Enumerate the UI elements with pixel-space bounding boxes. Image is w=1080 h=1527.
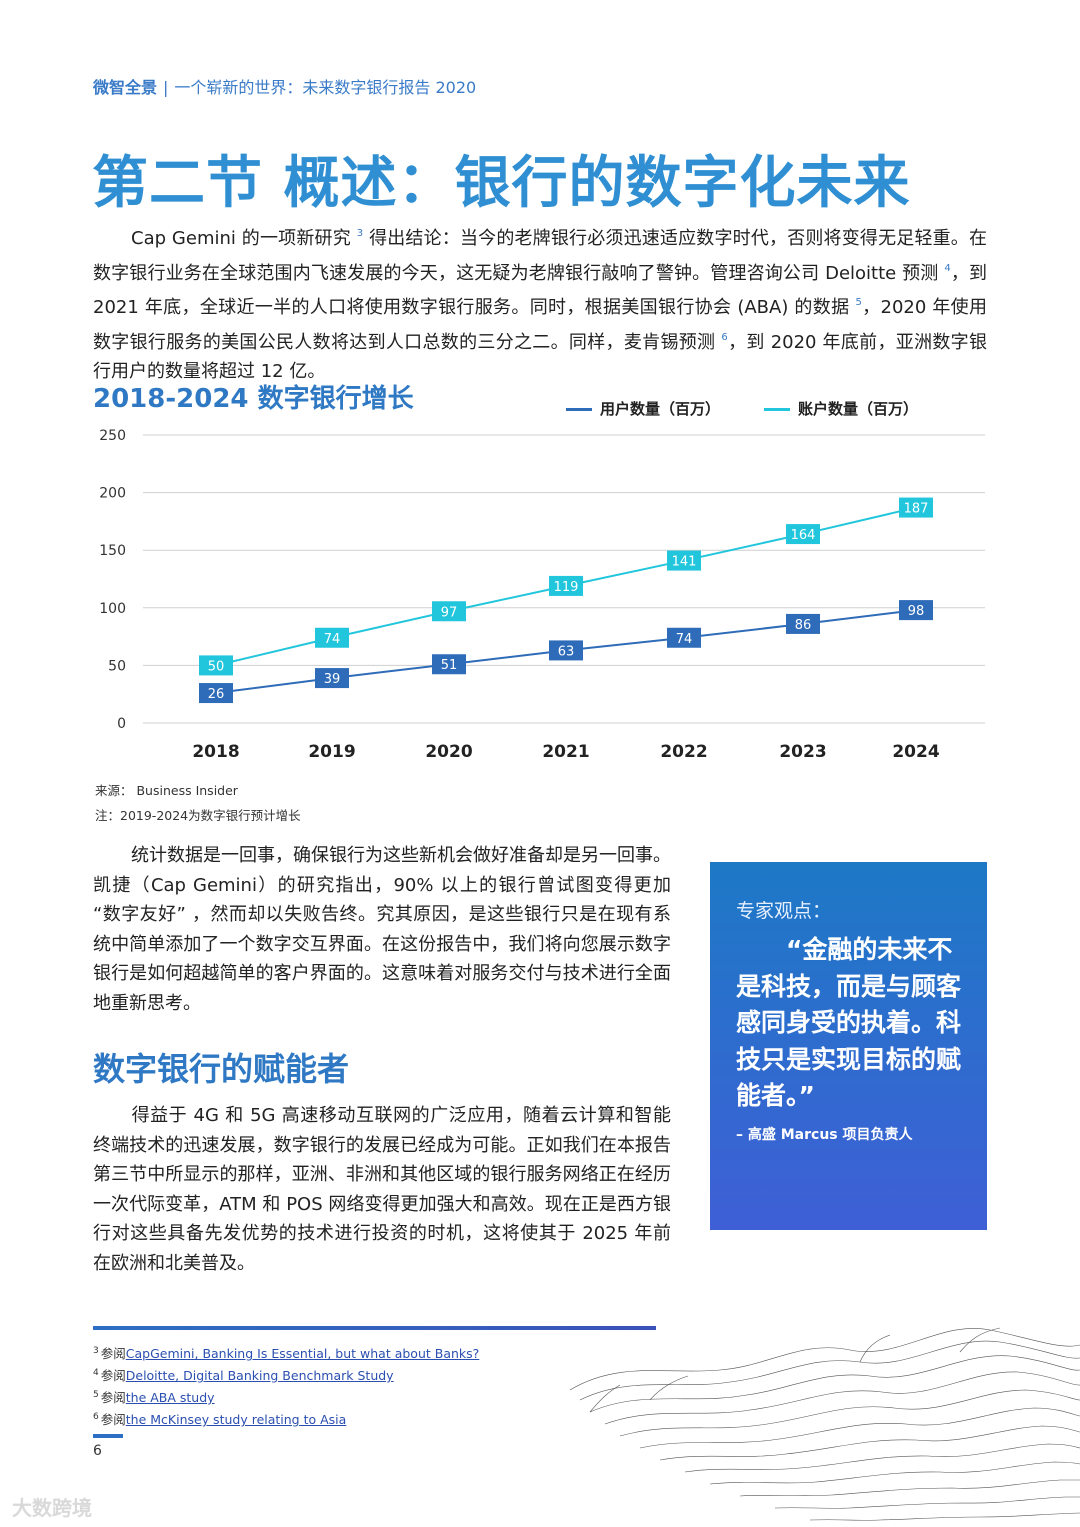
intro-text-5: ，到 2020 年底前，亚洲数字银行用户的数量将超过 12 亿。 [93, 331, 987, 383]
data-label-box [667, 627, 701, 648]
x-tick-label: 2018 [192, 742, 239, 762]
data-label: 187 [904, 502, 929, 517]
data-label: 119 [554, 580, 579, 595]
data-label-box [432, 601, 466, 622]
header-subtitle: 一个崭新的世界：未来数字银行报告 2020 [174, 78, 477, 97]
data-label: 74 [324, 632, 341, 647]
footnote-divider [93, 1326, 656, 1330]
data-label-box [432, 654, 466, 675]
data-label-box [667, 550, 701, 571]
header-brand: 微智全景 [93, 78, 158, 97]
data-label: 97 [441, 605, 458, 620]
quote-attribution: – 高盛 Marcus 项目负责人 [736, 1127, 913, 1143]
data-label: 26 [208, 687, 225, 702]
footnote-prefix: 参阅 [100, 1412, 126, 1427]
footnote-ref[interactable]: 6 [721, 331, 728, 343]
x-tick-label: 2022 [660, 742, 707, 762]
quote-text: “金融的未来不是科技，而是与顾客感同身受的执着。科技只是实现目标的赋能者。” [736, 932, 972, 1115]
footnote-number: 6 [93, 1412, 99, 1422]
data-label-box [899, 600, 933, 621]
terrain-illustration [569, 1327, 1080, 1521]
section-heading: 数字银行的赋能者 [93, 1050, 350, 1088]
y-tick-label: 150 [99, 543, 126, 559]
y-tick-label: 250 [99, 428, 126, 444]
data-label-box [199, 683, 233, 704]
footnote-item: 4 参阅Deloitte, Digital Banking Benchmark S… [93, 1365, 394, 1384]
data-label: 141 [672, 555, 697, 570]
legend-swatch [566, 408, 592, 411]
footnote-item: 3 参阅CapGemini, Banking Is Essential, but … [93, 1343, 479, 1362]
x-tick-label: 2024 [892, 742, 939, 762]
header-separator: | [163, 78, 169, 97]
y-tick-label: 200 [99, 486, 126, 502]
footnote-number: 3 [93, 1346, 99, 1356]
body-text-3: 得益于 4G 和 5G 高速移动互联网的广泛应用，随着云计算和智能终端技术的迅速… [93, 1105, 671, 1274]
footnote-ref[interactable]: 3 [356, 228, 364, 239]
data-label: 63 [558, 644, 575, 659]
running-header: 微智全景 | 一个崭新的世界：未来数字银行报告 2020 [93, 74, 476, 98]
footnote-number: 5 [93, 1390, 99, 1400]
x-tick-label: 2023 [779, 742, 826, 762]
data-label: 86 [795, 618, 812, 633]
page-number-bar [93, 1434, 123, 1438]
intro-paragraph: Cap Gemini 的一项新研究 3 得出结论：当今的老牌银行必须迅速适应数字… [93, 219, 987, 387]
data-label-box [786, 613, 820, 634]
footnote-prefix: 参阅 [100, 1368, 126, 1383]
intro-text-1: Cap Gemini 的一项新研究 [131, 228, 351, 249]
data-label-box [549, 575, 583, 596]
chart-source: 来源： Business Insider [95, 783, 238, 798]
x-tick-label: 2021 [542, 742, 589, 762]
chart-note: 注：2019-2024为数字银行预计增长 [95, 808, 301, 823]
intro-text-2: 得出结论：当今的老牌银行必须迅速适应数字时代，否则将变得无足轻重。在数字银行业务… [93, 228, 987, 284]
footnote-link[interactable]: the McKinsey study relating to Asia [125, 1412, 347, 1427]
footnote-number: 4 [93, 1368, 99, 1378]
footnote-prefix: 参阅 [100, 1346, 126, 1361]
legend-label: 用户数量（百万） [600, 400, 721, 418]
page-number: 6 [93, 1443, 102, 1459]
data-label-box [899, 497, 933, 518]
footnote-link[interactable]: CapGemini, Banking Is Essential, but wha… [125, 1346, 480, 1361]
y-tick-label: 50 [108, 658, 126, 674]
legend-item-users: 用户数量（百万） [566, 398, 720, 419]
intro-text-3: ，到 2021 年底，全球近一半的人口将使用数字银行服务。同时，根据美国银行协会… [93, 262, 988, 319]
data-label: 39 [324, 672, 341, 687]
chart-title: 2018-2024 数字银行增长 [93, 384, 414, 414]
footnote-item: 5 参阅the ABA study [93, 1387, 215, 1406]
intro-text-4: ，2020 年使用数字银行服务的美国公民人数将达到人口总数的三分之二。同样，麦肯… [93, 297, 988, 353]
quote-label: 专家观点： [736, 900, 832, 922]
footnote-ref[interactable]: 4 [944, 262, 951, 274]
footnote-item: 6 参阅the McKinsey study relating to Asia [93, 1409, 346, 1428]
expert-quote-box: 专家观点： “金融的未来不是科技，而是与顾客感同身受的执着。科技只是实现目标的赋… [710, 862, 987, 1230]
data-label-box [786, 524, 820, 545]
body-paragraph-2: 统计数据是一回事，确保银行为这些新机会做好准备却是另一回事。凯捷（Cap Gem… [93, 841, 671, 1018]
page-title: 第二节 概述：银行的数字化未来 [92, 151, 911, 216]
data-label-box [315, 668, 349, 689]
x-tick-label: 2019 [308, 742, 355, 762]
quote-body: “金融的未来不是科技，而是与顾客感同身受的执着。科技只是实现目标的赋能者。” [736, 935, 962, 1110]
data-label: 98 [908, 604, 925, 619]
legend-label: 账户数量（百万） [798, 400, 919, 418]
data-label-box [199, 655, 233, 676]
body-text-2: 统计数据是一回事，确保银行为这些新机会做好准备却是另一回事。凯捷（Cap Gem… [93, 845, 671, 1014]
y-tick-label: 100 [99, 601, 126, 617]
data-label-box [549, 640, 583, 661]
legend-item-accounts: 账户数量（百万） [764, 398, 918, 419]
data-label: 50 [208, 659, 225, 674]
data-label: 74 [676, 632, 693, 647]
footnote-prefix: 参阅 [100, 1390, 126, 1405]
footnote-ref[interactable]: 5 [855, 297, 862, 308]
y-tick-label: 0 [117, 716, 126, 732]
data-label-box [315, 627, 349, 648]
watermark: 大数跨境 [12, 1496, 92, 1520]
data-label: 164 [791, 528, 816, 543]
legend-swatch [764, 408, 790, 411]
data-label: 51 [441, 658, 458, 673]
footnote-link[interactable]: Deloitte, Digital Banking Benchmark Stud… [125, 1368, 394, 1383]
body-paragraph-3: 得益于 4G 和 5G 高速移动互联网的广泛应用，随着云计算和智能终端技术的迅速… [93, 1101, 671, 1278]
x-tick-label: 2020 [425, 742, 472, 762]
footnote-link[interactable]: the ABA study [125, 1390, 215, 1405]
growth-line-chart: 0 50 100 150 200 250 2018 2019 2020 2021 2022 2023 2… [99, 428, 985, 762]
